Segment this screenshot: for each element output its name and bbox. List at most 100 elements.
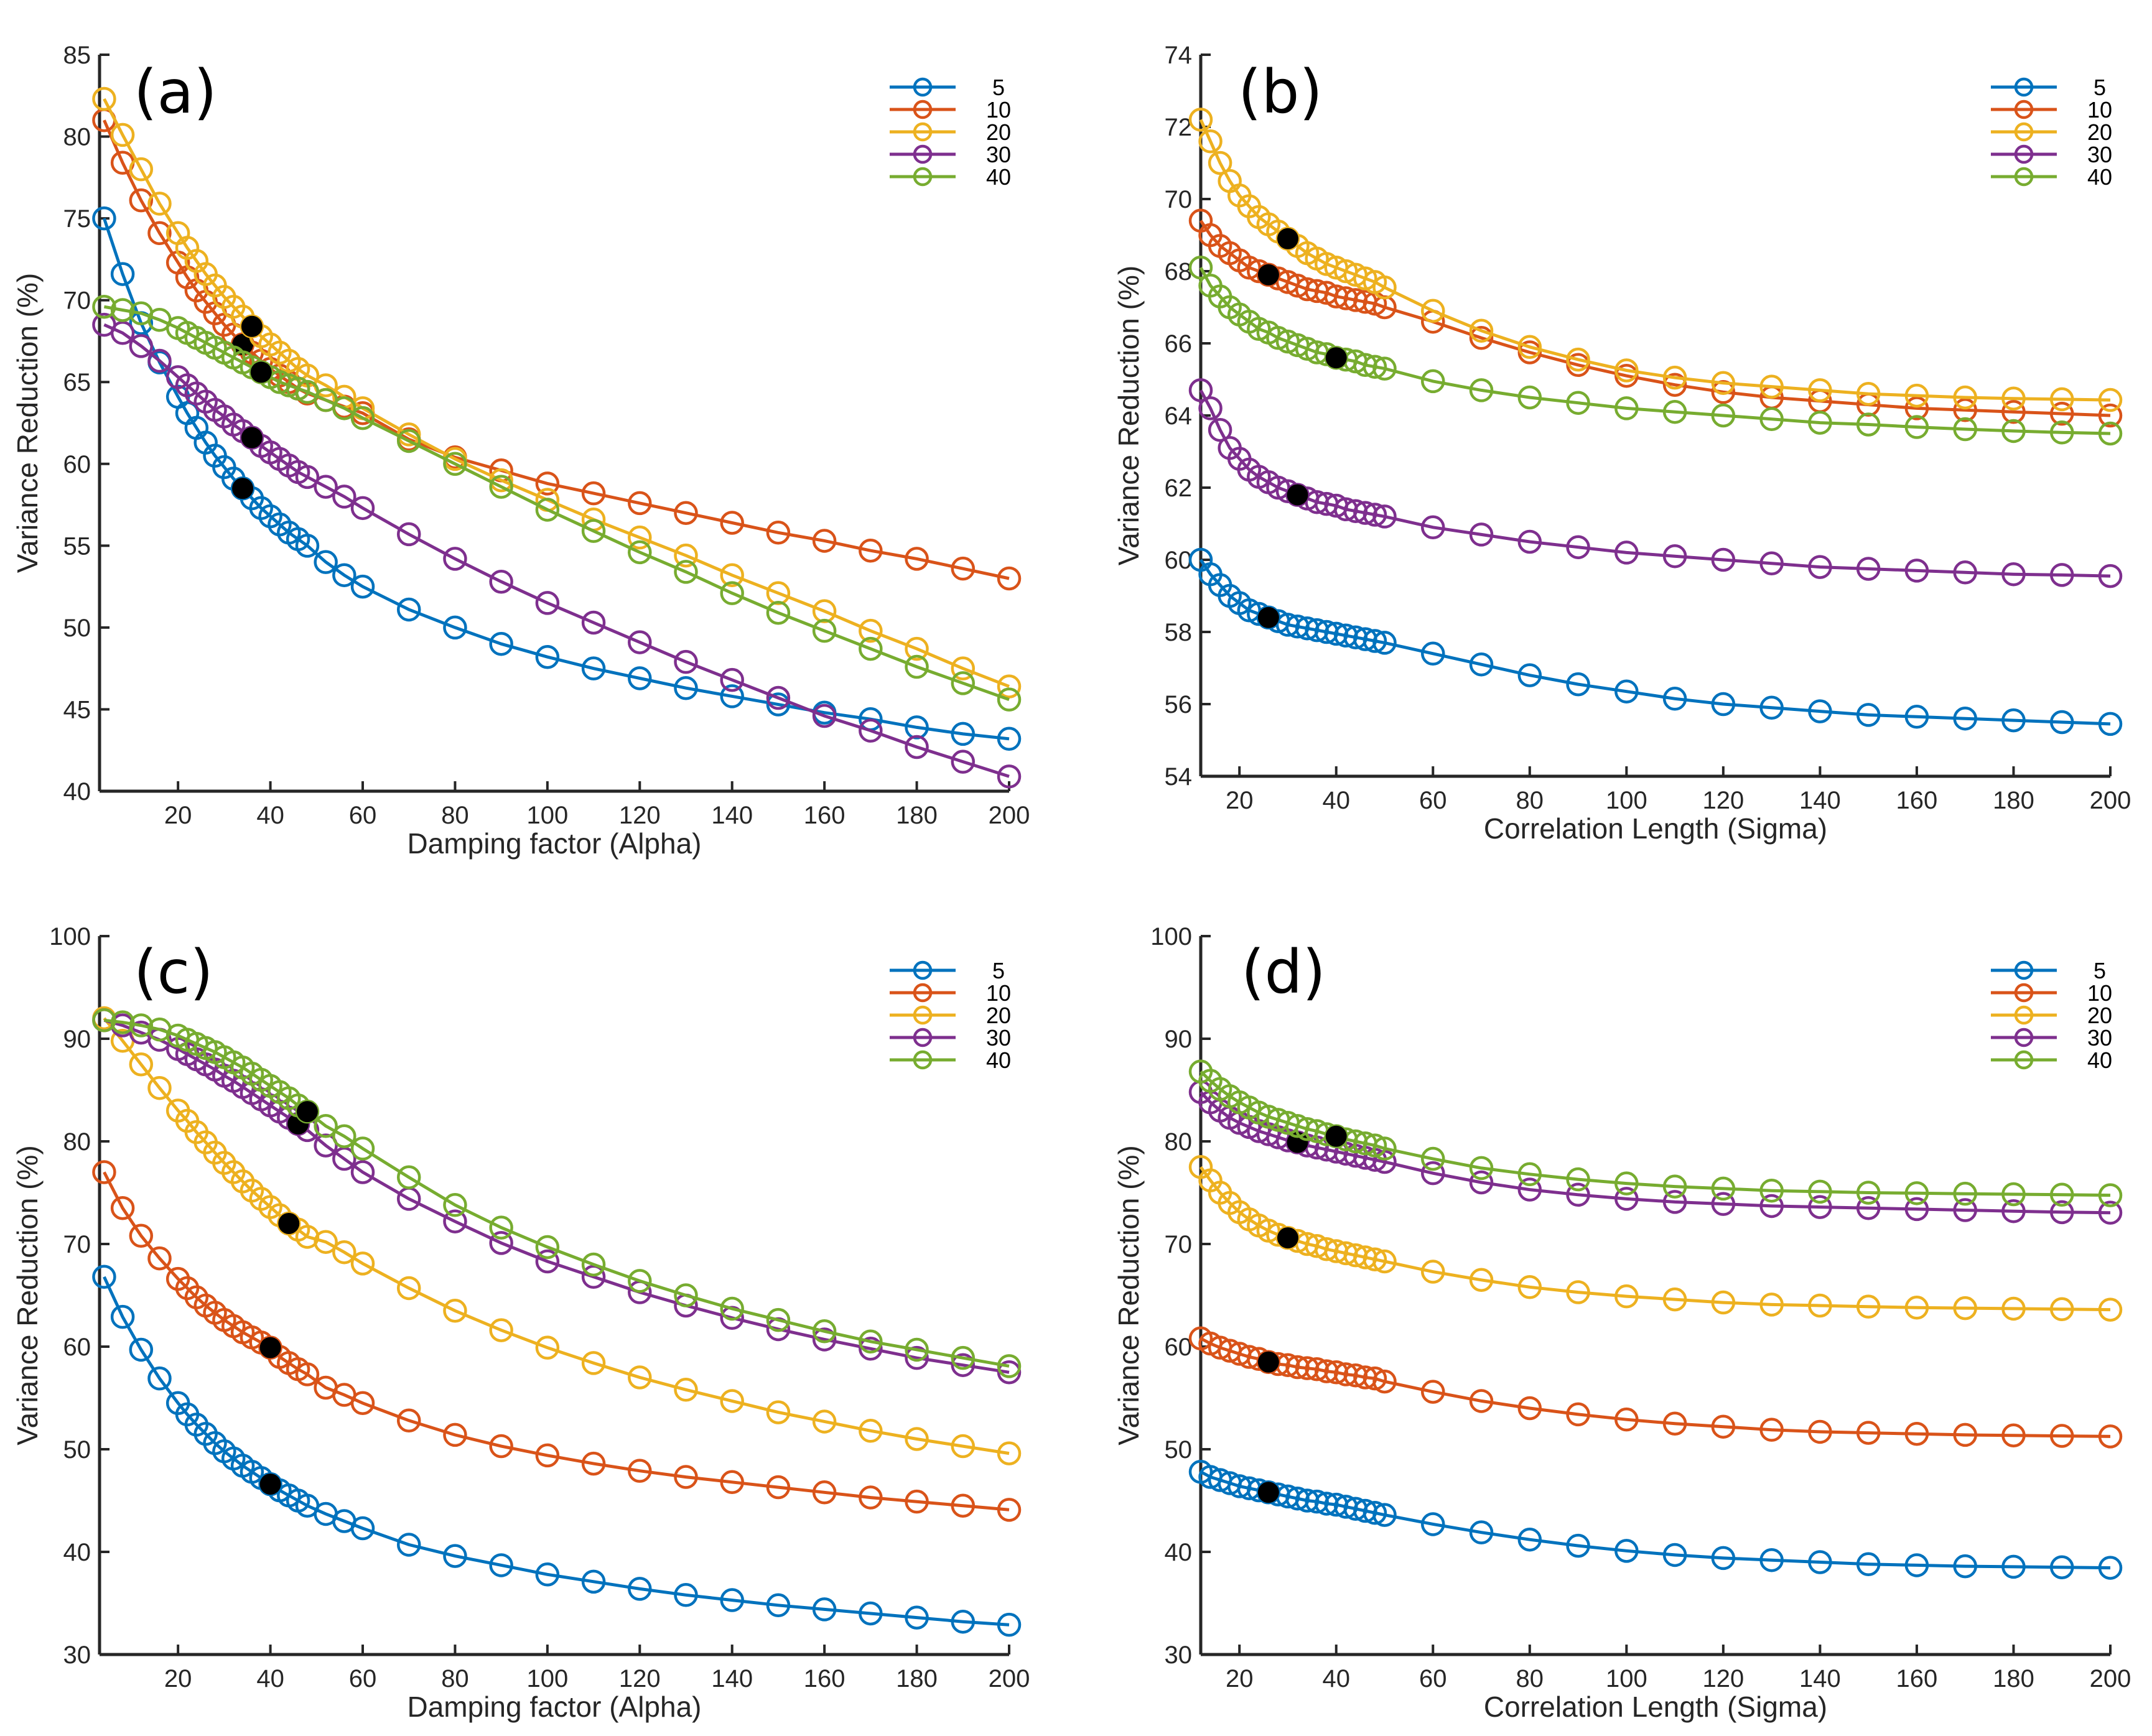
data-point xyxy=(1421,1161,1445,1186)
data-point xyxy=(1808,1195,1832,1219)
data-point xyxy=(1469,1156,1494,1181)
data-point xyxy=(905,1345,929,1370)
legend-marker xyxy=(913,1028,933,1047)
data-point xyxy=(92,86,116,111)
data-point xyxy=(997,726,1022,751)
x-tick-label: 180 xyxy=(896,1665,938,1692)
optimum-point xyxy=(1257,1351,1279,1373)
y-tick-label: 40 xyxy=(63,778,91,805)
data-point xyxy=(1614,396,1639,420)
y-tick-label: 70 xyxy=(1165,1231,1193,1258)
x-tick-label: 200 xyxy=(2090,1665,2131,1692)
panel-label: (b) xyxy=(1238,57,1323,127)
data-point xyxy=(1904,383,1929,408)
y-tick-label: 66 xyxy=(1165,330,1193,358)
data-point xyxy=(1614,1187,1639,1211)
legend-label: 10 xyxy=(2087,980,2112,1006)
series-30 xyxy=(1188,378,2123,588)
y-tick-label: 60 xyxy=(1165,547,1193,574)
data-point xyxy=(1904,1296,1929,1320)
data-point xyxy=(489,475,513,499)
data-point xyxy=(951,750,976,774)
series-line xyxy=(1199,1470,2111,1570)
data-point xyxy=(1208,151,1232,175)
data-point xyxy=(1469,1520,1494,1544)
data-point xyxy=(1517,529,1542,554)
data-point xyxy=(1372,504,1397,529)
panel-label: (a) xyxy=(134,57,217,127)
y-tick-label: 60 xyxy=(1165,1334,1193,1361)
data-point xyxy=(1517,663,1542,687)
data-point xyxy=(1711,1546,1736,1571)
x-tick-label: 140 xyxy=(711,802,753,829)
data-point xyxy=(1566,535,1590,559)
data-point xyxy=(1856,381,1881,406)
data-point xyxy=(1759,551,1784,576)
data-point xyxy=(1856,557,1881,581)
data-point xyxy=(2049,401,2074,426)
x-tick-label: 160 xyxy=(804,1665,845,1692)
data-point xyxy=(1372,1503,1397,1527)
legend-label: 30 xyxy=(2087,142,2112,167)
data-point xyxy=(1372,275,1397,300)
data-point xyxy=(92,206,116,231)
data-point xyxy=(350,406,375,430)
data-point xyxy=(2049,420,2074,445)
data-point xyxy=(1566,1167,1590,1192)
x-tick-label: 200 xyxy=(989,802,1030,829)
data-point xyxy=(332,485,356,509)
data-point xyxy=(628,1577,652,1601)
legend-marker xyxy=(2014,144,2034,164)
legend-marker xyxy=(913,122,933,142)
data-point xyxy=(766,692,791,717)
series-30 xyxy=(1188,1080,2123,1225)
data-point xyxy=(1421,369,1445,394)
data-point xyxy=(1662,373,1687,397)
legend-label: 5 xyxy=(2094,75,2106,100)
data-point xyxy=(1566,347,1590,372)
data-point xyxy=(110,123,135,147)
data-point xyxy=(1421,1380,1445,1404)
legend-item: 5 xyxy=(1991,75,2106,100)
legend-item: 40 xyxy=(890,164,1011,190)
x-tick-label: 160 xyxy=(804,802,845,829)
data-point xyxy=(147,1075,172,1100)
data-point xyxy=(1198,129,1223,154)
data-point xyxy=(2049,1182,2074,1207)
data-point xyxy=(997,1360,1022,1385)
data-point xyxy=(350,1160,375,1184)
data-point xyxy=(489,1231,513,1255)
data-point xyxy=(332,1240,356,1265)
data-point xyxy=(859,636,883,661)
data-point xyxy=(396,429,421,453)
legend-label: 10 xyxy=(2087,97,2112,123)
data-point xyxy=(350,1516,375,1541)
data-point xyxy=(2098,1297,2123,1322)
data-point xyxy=(1421,1146,1445,1171)
series-40 xyxy=(92,294,1022,712)
legend-marker xyxy=(2014,122,2034,142)
data-point xyxy=(1662,544,1687,569)
data-point xyxy=(1904,1181,1929,1205)
data-point xyxy=(1904,1553,1929,1577)
y-tick-label: 55 xyxy=(63,532,91,560)
data-point xyxy=(396,522,421,547)
data-point xyxy=(1362,1366,1387,1391)
data-point xyxy=(766,600,791,625)
y-tick-label: 75 xyxy=(63,205,91,233)
series-line xyxy=(103,218,1010,741)
y-tick-label: 60 xyxy=(63,451,91,478)
data-point xyxy=(859,1419,883,1443)
y-tick-label: 58 xyxy=(1165,619,1193,646)
x-tick-label: 140 xyxy=(711,1665,753,1692)
data-point xyxy=(2049,1424,2074,1448)
x-axis-title: Correlation Length (Sigma) xyxy=(1484,1691,1827,1723)
y-tick-label: 50 xyxy=(63,615,91,642)
data-point xyxy=(812,529,837,553)
y-axis-title: Variance Reduction (%) xyxy=(11,273,44,573)
data-point xyxy=(1362,1247,1387,1271)
data-point xyxy=(720,511,744,535)
legend-marker xyxy=(913,167,933,187)
